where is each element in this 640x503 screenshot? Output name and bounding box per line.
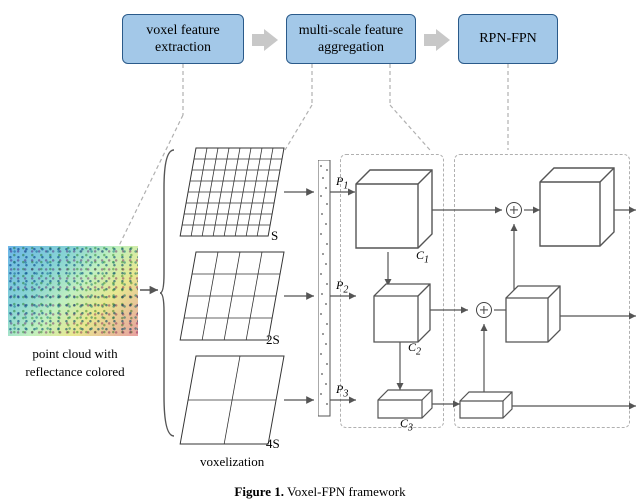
cube-C2 [374, 284, 436, 346]
figure-caption: Figure 1. Voxel-FPN framework [0, 484, 640, 500]
label-C3: C3 [400, 416, 413, 433]
plus-R-top [506, 202, 522, 218]
label-P1: P1 [336, 174, 348, 191]
label-C1: C1 [416, 248, 429, 265]
label-C2: C2 [408, 340, 421, 357]
plus-R-mid [476, 302, 492, 318]
cube-R2 [506, 286, 564, 344]
label-P2: P2 [336, 278, 348, 295]
cube-R1 [540, 168, 620, 254]
cube-C1 [356, 170, 438, 256]
label-P3: P3 [336, 382, 348, 399]
cube-R3 [460, 392, 514, 420]
